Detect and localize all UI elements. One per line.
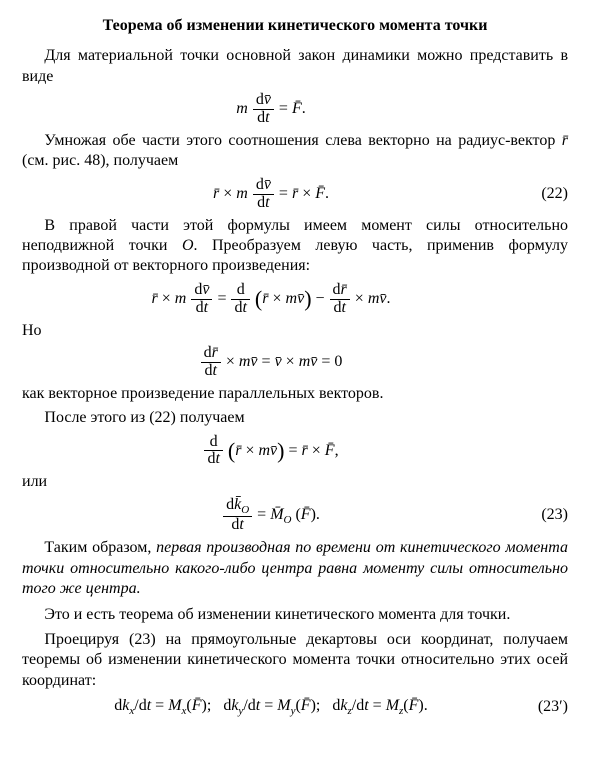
para-9: Это и есть теорема об изменении кинетиче… [22,605,568,625]
equation-23p: dkx/dt = Mx(F̄); dky/dt = My(F̄); dkz/dt… [22,696,568,718]
para-8a: Таким образом, [44,539,156,556]
para-2: Умножая обе части этого соотношения слев… [22,131,568,172]
para-2c: (см. рис. 48), получаем [22,152,178,169]
equation-1-body: m dv̄ dt = F̄. [22,92,520,127]
equation-5: d dt (r̄ × mv̄) = r̄ × F̄, [22,434,568,469]
para-10: Проецируя (23) на прямоугольные декартов… [22,630,568,691]
equation-23p-num: (23′) [520,697,568,717]
equation-5-body: d dt (r̄ × mv̄) = r̄ × F̄, [22,434,520,469]
para-6: После этого из (22) получаем [22,408,568,428]
para-3: В правой части этой формулы имеем момент… [22,216,568,277]
para-5: как векторное произведение параллельных … [22,384,568,404]
equation-23p-body: dkx/dt = Mx(F̄); dky/dt = My(F̄); dkz/dt… [22,696,520,718]
sym-F: F̄ [292,100,302,117]
page-title: Теорема об изменении кинетического момен… [22,16,568,36]
equation-3: r̄ × m dv̄ dt = d dt (r̄ × mv̄) − dr̄ dt… [22,282,568,317]
equation-23-body: dk̄O dt = M̄O (F̄). [22,497,520,535]
equation-23-num: (23) [520,505,568,525]
sym-r: r̄ [562,132,568,149]
para-7: или [22,472,568,492]
equation-22: r̄ × m dv̄ dt = r̄ × F̄. (22) [22,177,568,212]
equation-4: dr̄ dt × mv̄ = v̄ × mv̄ = 0 [22,345,568,380]
para-1: Для материальной точки основной закон ди… [22,46,568,87]
sym-O: O [182,237,194,254]
para-2a: Умножая обе части этого соотношения слев… [44,132,561,149]
equation-4-body: dr̄ dt × mv̄ = v̄ × mv̄ = 0 [22,345,520,380]
equation-3-body: r̄ × m dv̄ dt = d dt (r̄ × mv̄) − dr̄ dt… [22,282,520,317]
para-4: Но [22,321,568,341]
sym-m: m [236,100,248,117]
equation-22-num: (22) [520,184,568,204]
frac-dv-dt: dv̄ dt [253,92,274,127]
equation-23: dk̄O dt = M̄O (F̄). (23) [22,497,568,535]
equation-1: m dv̄ dt = F̄. [22,92,568,127]
page: Теорема об изменении кинетического момен… [0,0,590,762]
para-8: Таким образом, первая производная по вре… [22,538,568,599]
equation-22-body: r̄ × m dv̄ dt = r̄ × F̄. [22,177,520,212]
